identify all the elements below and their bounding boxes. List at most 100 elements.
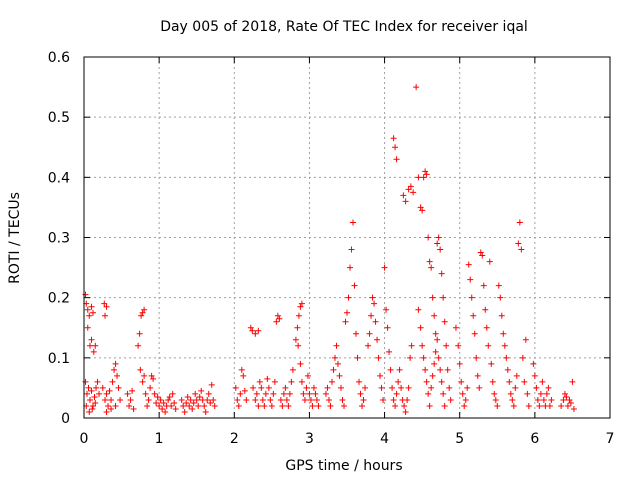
data-point [189,405,196,412]
data-point [462,396,469,403]
data-point [498,312,505,319]
y-tick-label: 0.1 [48,351,70,367]
data-point [428,384,435,391]
data-point [558,402,565,409]
data-point [145,396,152,403]
data-point [162,408,169,415]
data-point [447,396,454,403]
data-point [350,219,357,226]
x-tick-label: 6 [530,431,539,447]
data-point [432,330,439,337]
data-point [518,246,525,253]
data-point [495,282,502,289]
data-point [455,342,462,349]
data-point [566,396,573,403]
data-point [312,390,319,397]
data-point [129,387,136,394]
data-point [157,396,164,403]
data-point [378,384,385,391]
data-point [280,390,287,397]
data-point [500,330,507,337]
data-point [347,264,354,271]
data-point [420,354,427,361]
data-point [497,294,504,301]
data-point [570,405,577,412]
y-tick-label: 0.6 [48,50,70,66]
data-point [509,396,516,403]
data-points [82,84,577,415]
data-point [204,396,211,403]
x-tick-label: 5 [455,431,464,447]
data-point [205,390,212,397]
data-point [127,396,134,403]
data-point [102,312,109,319]
plot-frame [83,56,611,419]
data-point [327,402,334,409]
data-point [297,303,304,310]
data-point [375,354,382,361]
data-point [543,390,550,397]
data-point [410,189,417,196]
data-point [315,402,322,409]
data-point [186,402,193,409]
y-axis-label: ROTI / TECUs [7,192,23,284]
data-point [380,396,387,403]
data-point [423,378,430,385]
data-point [178,396,185,403]
data-point [99,384,106,391]
data-point [423,171,430,178]
data-point [479,252,486,259]
data-point [503,354,510,361]
data-point [564,402,571,409]
x-tick-label: 3 [305,431,314,447]
x-axis-label: GPS time / hours [285,458,402,474]
data-point [521,378,528,385]
data-point [356,378,363,385]
data-point [354,354,361,361]
data-point [88,336,95,343]
data-point [428,264,435,271]
data-point [84,306,91,313]
data-point [192,390,199,397]
data-point [295,312,302,319]
data-point [88,387,95,394]
data-point [86,408,93,415]
data-point [470,312,477,319]
data-point [232,384,239,391]
data-point [141,372,148,379]
data-point [126,402,133,409]
data-point [160,399,167,406]
data-point [340,402,347,409]
data-point [262,390,269,397]
data-point [426,402,433,409]
data-point [468,294,475,301]
data-point [201,402,208,409]
data-point [286,390,293,397]
data-point [105,402,112,409]
data-point [310,384,317,391]
data-point [268,402,275,409]
data-point [443,342,450,349]
data-point [533,384,540,391]
x-tick-label: 1 [155,431,164,447]
data-point [324,384,331,391]
data-point [393,156,400,163]
data-point [348,246,355,253]
data-point [168,402,175,409]
data-point [386,348,393,355]
y-tick-labels: 0 0.1 0.2 0.3 0.4 0.5 0.6 [48,50,70,427]
data-point [243,396,250,403]
data-point [198,387,205,394]
data-point [90,402,97,409]
data-point [130,405,137,412]
data-point [425,390,432,397]
data-point [241,387,248,394]
y-tick-label: 0.3 [48,231,70,247]
data-point [492,396,499,403]
data-point [429,294,436,301]
data-point [405,384,412,391]
data-point [301,396,308,403]
data-point [172,405,179,412]
data-point [420,174,427,181]
x-tick-labels: 0 1 2 3 4 5 6 7 [80,431,615,447]
